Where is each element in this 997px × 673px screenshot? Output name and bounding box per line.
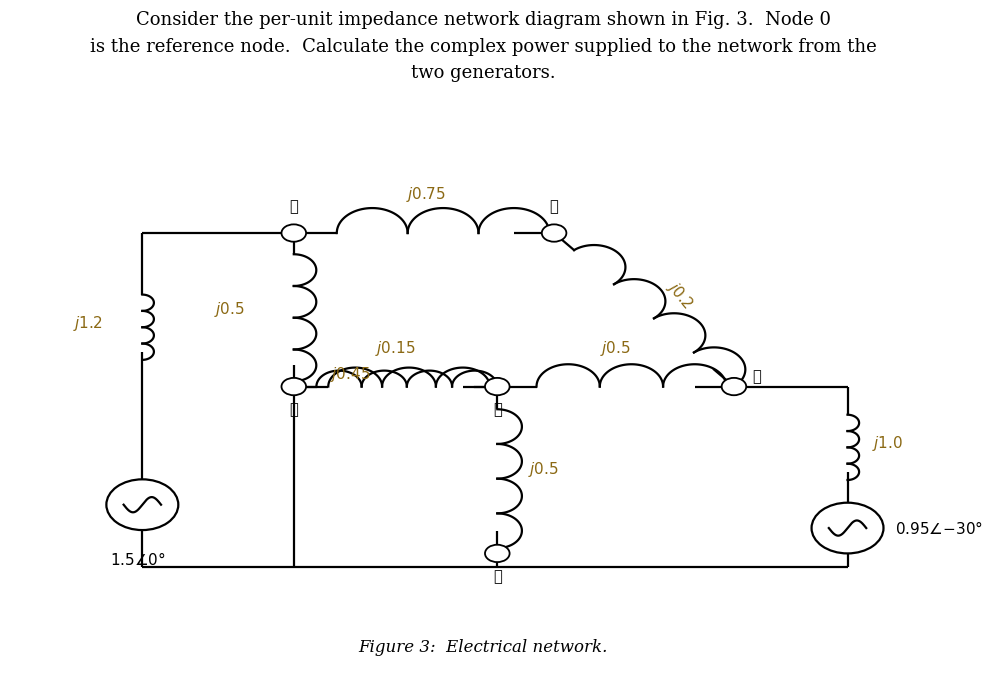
Text: $0.95\angle{-}30°$: $0.95\angle{-}30°$ (895, 520, 983, 536)
Text: ①: ① (289, 201, 298, 215)
Text: Figure 3:  Electrical network.: Figure 3: Electrical network. (358, 639, 608, 656)
Text: $1.5\angle0°$: $1.5\angle0°$ (110, 551, 166, 569)
Circle shape (485, 378, 509, 395)
Text: Consider the per-unit impedance network diagram shown in Fig. 3.  Node 0
is the : Consider the per-unit impedance network … (90, 11, 876, 82)
Text: $j1.0$: $j1.0$ (872, 434, 903, 453)
Text: $j0.2$: $j0.2$ (663, 277, 697, 313)
Text: $j0.15$: $j0.15$ (375, 339, 416, 358)
Circle shape (485, 544, 509, 562)
Circle shape (281, 378, 306, 395)
Text: $j0.75$: $j0.75$ (406, 185, 445, 205)
Text: $j0.5$: $j0.5$ (600, 339, 631, 358)
Text: $j0.5$: $j0.5$ (213, 300, 244, 319)
Text: ③: ③ (289, 403, 298, 417)
Text: $j1.2$: $j1.2$ (73, 314, 103, 332)
Text: $j0.5$: $j0.5$ (527, 460, 558, 479)
Text: ⓪: ⓪ (493, 570, 501, 584)
Circle shape (541, 224, 566, 242)
Text: $j0.45$: $j0.45$ (330, 365, 370, 384)
Circle shape (722, 378, 746, 395)
Text: ⑤: ⑤ (753, 370, 761, 384)
Text: ④: ④ (493, 403, 501, 417)
Text: ②: ② (549, 201, 558, 215)
Circle shape (281, 224, 306, 242)
